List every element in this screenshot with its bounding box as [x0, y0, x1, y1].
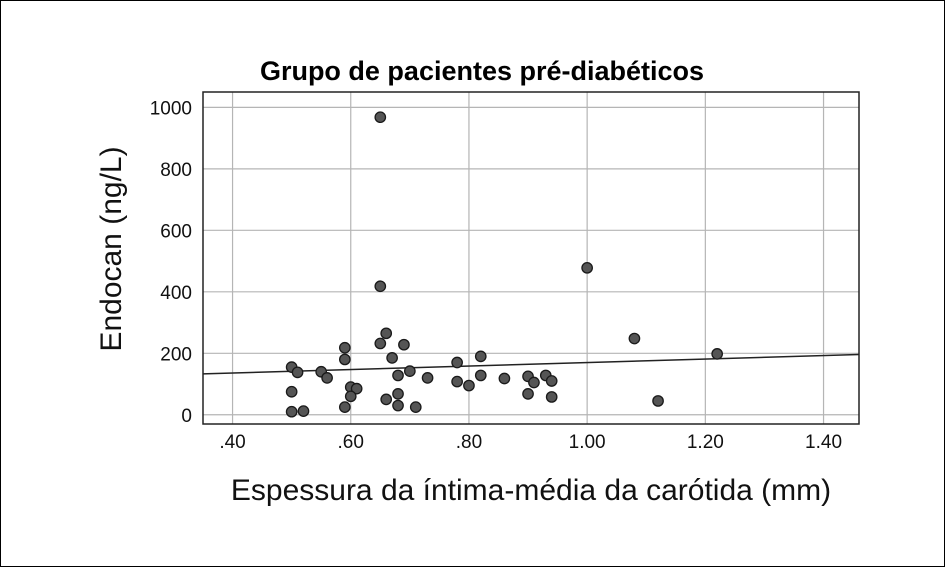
y-axis-label: Endocan (ng/L) — [95, 146, 128, 351]
data-point — [451, 356, 463, 369]
plot-area-border — [202, 91, 860, 425]
data-point — [463, 379, 475, 392]
data-point — [711, 348, 724, 360]
data-point — [392, 399, 404, 412]
x-tick-label: .60 — [338, 432, 364, 453]
data-point — [380, 393, 393, 406]
data-point — [374, 280, 387, 293]
data-point — [545, 375, 558, 387]
data-point — [474, 369, 487, 382]
data-point — [392, 369, 404, 382]
y-tick-label: 200 — [160, 344, 192, 365]
x-axis-label: Espessura da íntima-média da carótida (m… — [231, 474, 831, 507]
data-point — [321, 372, 333, 384]
data-point — [338, 353, 351, 366]
data-point — [338, 401, 351, 413]
data-point — [344, 390, 357, 403]
data-point — [398, 338, 410, 351]
x-tick-label: 1.40 — [805, 432, 842, 453]
data-point — [474, 350, 487, 363]
data-point — [285, 385, 298, 398]
data-point — [498, 372, 511, 385]
data-point — [297, 405, 310, 417]
y-tick-label: 1000 — [150, 98, 192, 119]
data-point — [285, 405, 298, 418]
x-tick-label: 1.20 — [687, 432, 724, 453]
data-point — [386, 352, 398, 364]
x-tick-label: .80 — [456, 432, 482, 453]
data-point — [374, 337, 387, 350]
data-point — [338, 341, 351, 354]
data-point — [409, 401, 422, 413]
data-point — [451, 375, 463, 388]
data-point — [581, 261, 593, 274]
data-point — [545, 391, 558, 403]
x-tick-label: 1.00 — [569, 432, 606, 453]
data-point — [628, 332, 641, 345]
data-point — [522, 388, 534, 400]
data-point — [374, 111, 387, 124]
data-point — [652, 395, 664, 407]
data-point — [380, 327, 393, 340]
x-tick-labels: .40 .60 .80 1.00 1.20 1.40 — [219, 432, 842, 453]
y-tick-label: 800 — [160, 160, 192, 181]
grid-lines — [203, 92, 859, 424]
y-tick-label: 0 — [181, 406, 192, 427]
data-point — [528, 376, 540, 389]
x-tick-label: .40 — [219, 432, 245, 453]
chart-title: Grupo de pacientes pré-diabéticos — [260, 56, 704, 86]
y-tick-label: 400 — [160, 283, 192, 304]
data-point — [350, 382, 363, 395]
data-point — [291, 366, 304, 379]
data-point — [421, 372, 434, 384]
data-points — [285, 111, 724, 418]
data-point — [392, 388, 404, 400]
fit-line — [202, 353, 860, 375]
data-point — [403, 365, 416, 377]
y-tick-label: 600 — [160, 221, 192, 242]
y-tick-labels: 0 200 400 600 800 1000 — [150, 98, 192, 426]
